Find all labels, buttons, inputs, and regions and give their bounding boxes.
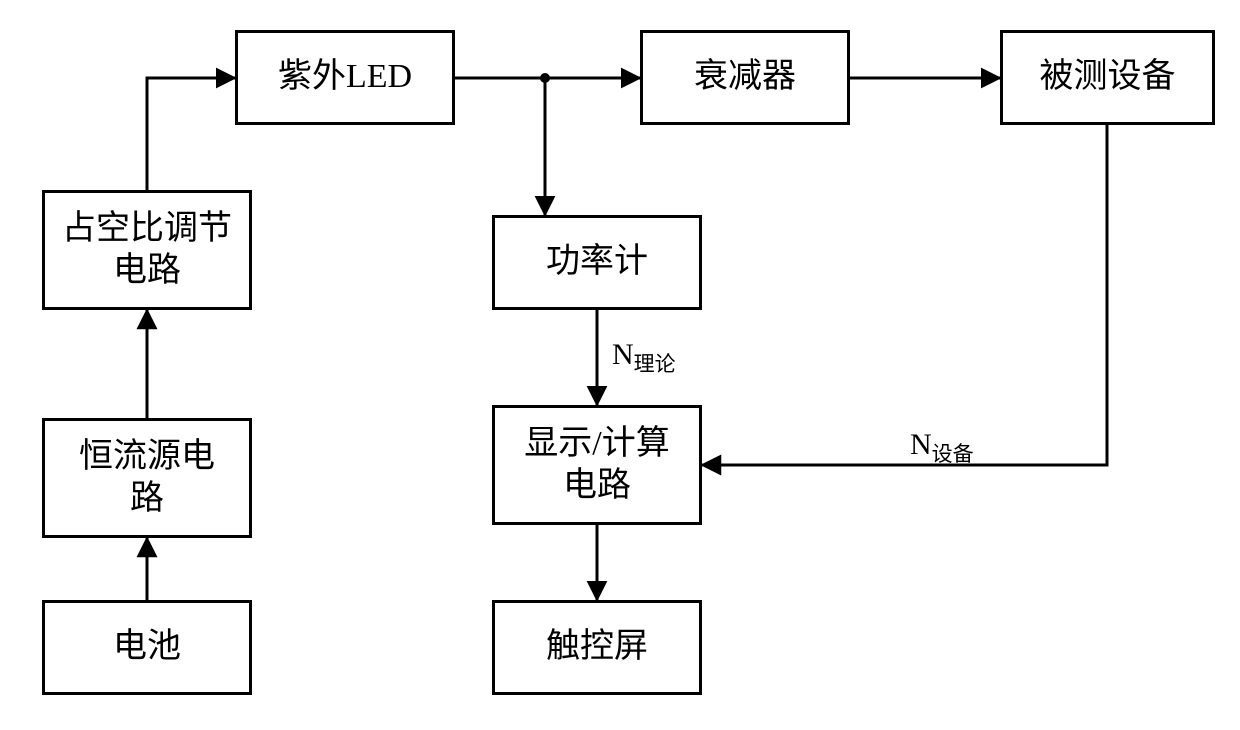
node-powermeter: 功率计 bbox=[492, 215, 702, 310]
edge-label-dut-display: N设备 bbox=[910, 428, 974, 468]
node-battery: 电池 bbox=[42, 600, 252, 695]
edge-dut-display bbox=[702, 125, 1107, 465]
edge-label-powermeter-display: N理论 bbox=[612, 338, 676, 378]
diagram-canvas: 电池 恒流源电 路占空比调节 电路 紫外LED 衰减器 被测设备功率计显示/计算 电路触… bbox=[0, 0, 1240, 730]
node-dut: 被测设备 bbox=[1000, 30, 1215, 125]
edge-duty-uvled bbox=[147, 78, 235, 190]
node-duty: 占空比调节 电路 bbox=[42, 190, 252, 310]
node-display: 显示/计算 电路 bbox=[492, 405, 702, 525]
node-attenuator: 衰减器 bbox=[640, 30, 850, 125]
junction-uvled-powermeter bbox=[540, 73, 550, 83]
node-touch: 触控屏 bbox=[492, 600, 702, 695]
node-ccs: 恒流源电 路 bbox=[42, 418, 252, 538]
node-uvled: 紫外LED bbox=[235, 30, 455, 125]
